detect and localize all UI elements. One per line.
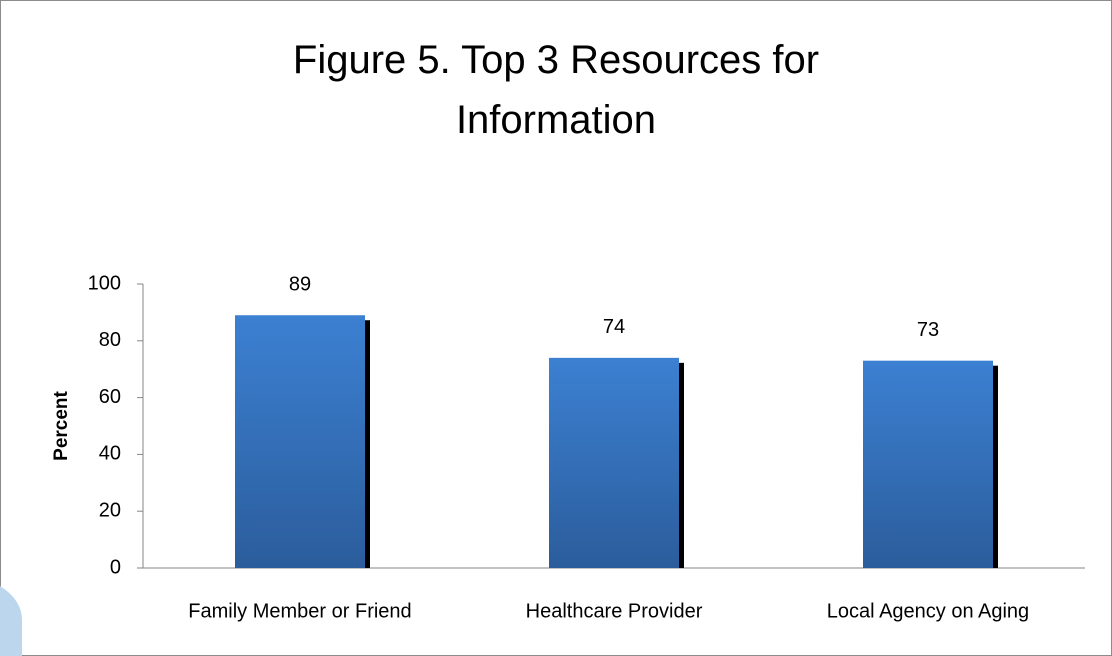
y-tick-label: 60 <box>99 386 121 408</box>
x-tick-label: Family Member or Friend <box>188 600 411 622</box>
y-tick-label: 80 <box>99 329 121 351</box>
data-label: 74 <box>603 316 625 338</box>
y-tick-label: 20 <box>99 499 121 521</box>
decoration <box>0 586 22 656</box>
y-axis-label: Percent <box>51 390 72 460</box>
y-tick-label: 0 <box>110 556 121 578</box>
x-tick-label: Local Agency on Aging <box>827 600 1029 622</box>
y-tick-label: 40 <box>99 443 121 465</box>
data-label: 73 <box>917 319 939 341</box>
bar <box>549 357 679 568</box>
data-label: 89 <box>289 274 311 296</box>
chart-title: Figure 5. Top 3 Resources for Informatio… <box>292 38 820 142</box>
bar <box>235 315 365 568</box>
y-tick-label: 100 <box>88 272 121 294</box>
bar <box>863 360 993 568</box>
x-tick-label: Healthcare Provider <box>526 600 703 622</box>
